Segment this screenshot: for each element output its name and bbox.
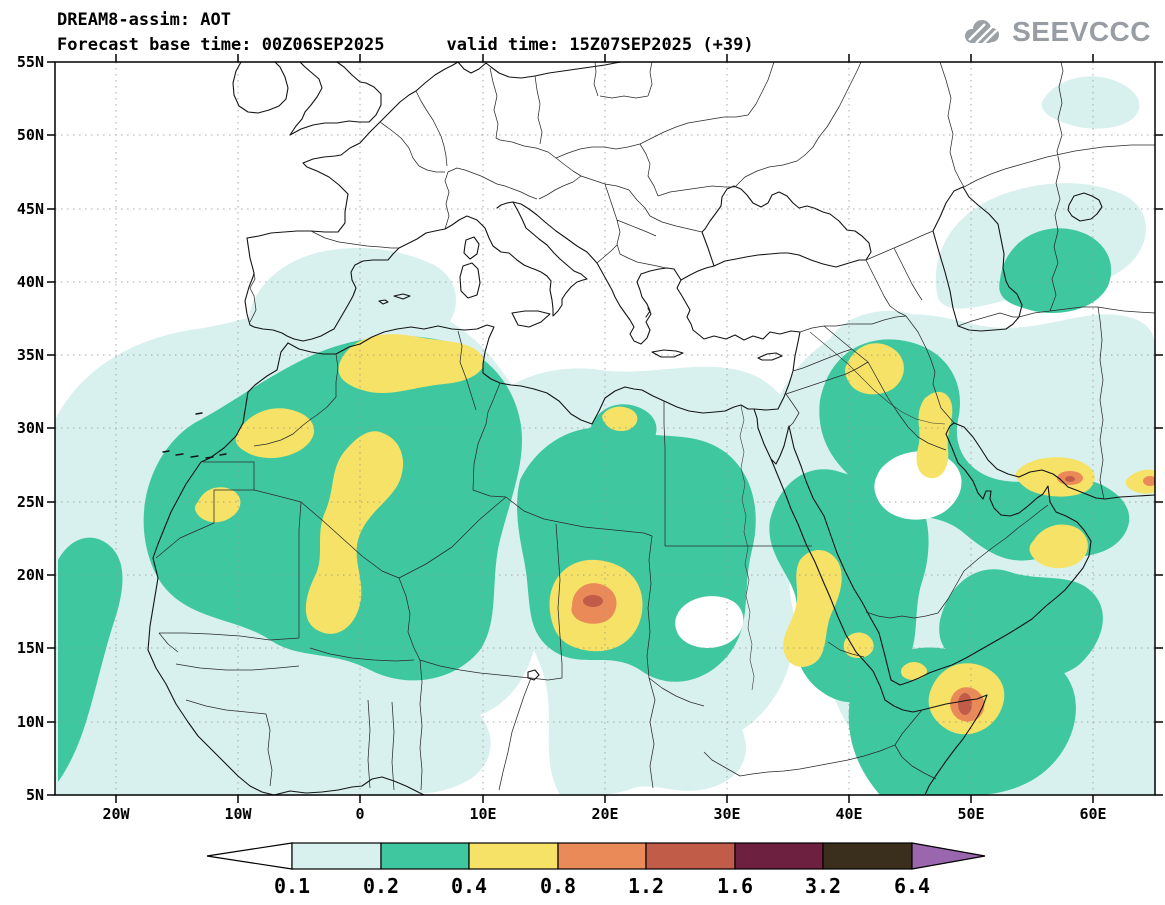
colorbar-label: 1.2 [628,874,664,898]
aot-region [939,569,1103,679]
x-tick-label: 30E [713,805,740,823]
y-tick-label: 20N [17,566,44,584]
nile-river [739,405,755,691]
coastline [512,201,715,345]
cloud-icon [965,20,1000,45]
aot-region [338,334,484,394]
coastline [378,236,783,681]
y-tick-label: 55N [17,53,44,71]
colorbar-segment [557,842,647,870]
axis-ticks [47,54,1163,803]
aot-region [1125,469,1155,494]
colorbar [206,842,986,870]
y-tick-label: 25N [17,493,44,511]
colorbar-segment [645,842,736,870]
aot-region [305,431,404,634]
coastline [232,62,622,136]
coastline [244,62,459,340]
colorbar-labels: 0.1 0.2 0.4 0.8 1.2 1.6 3.2 6.4 [274,874,930,898]
y-tick-label: 30N [17,419,44,437]
aot-fill-level-0.4-0.8 [194,334,1155,735]
aot-region [247,247,456,354]
colorbar-segment [734,842,824,870]
x-axis: 20W 10W 0 10E 20E 30E 40E 50E 60E [102,805,1106,823]
euphrates-river [809,331,946,425]
colorbar-segment [291,842,382,870]
colorbar-label: 0.2 [363,874,399,898]
aot-region [843,632,874,658]
borders-africa [155,330,937,791]
logo-text: SEEVCCC [1012,16,1151,47]
colorbar-label: 1.6 [717,874,753,898]
aot-region [901,662,928,680]
y-tick-label: 15N [17,639,44,657]
x-tick-label: 20E [591,805,618,823]
aot-region [1015,457,1095,497]
y-tick-label: 50N [17,126,44,144]
x-tick-label: 10E [469,805,496,823]
coastline [287,324,801,425]
aot-region [602,406,638,432]
coastline [162,412,227,459]
x-tick-label: 20W [102,805,130,823]
colorbar-label: 0.4 [451,874,487,898]
colorbar-label: 0.1 [274,874,310,898]
x-tick-label: 50E [957,805,984,823]
y-tick-label: 35N [17,346,44,364]
aot-region [916,391,953,479]
aot-region [194,487,241,523]
aot-region [958,693,972,715]
coastline [701,185,872,268]
figure-subtitle: Forecast base time: 00Z06SEP2025 valid ti… [57,33,754,58]
colorbar-left-arrow [206,842,293,870]
coastline [932,186,1103,332]
y-tick-label: 10N [17,713,44,731]
x-tick-label: 60E [1079,805,1106,823]
y-tick-label: 40N [17,273,44,291]
borders-europe [249,62,862,323]
aot-region [58,537,123,782]
aot-region [675,596,744,648]
colorbar-segment [380,842,470,870]
coastline [753,408,892,701]
x-tick-label: 40E [835,805,862,823]
coastline [293,201,588,342]
graticule [55,62,1155,795]
rivers [739,331,946,691]
aot-region [1065,476,1075,482]
figure-header: DREAM8-assim: AOT Forecast base time: 00… [57,8,754,58]
base-time-text: Forecast base time: 00Z06SEP2025 [57,35,385,55]
y-tick-label: 5N [26,786,44,804]
x-tick-label: 10W [224,805,252,823]
colorbar-label: 6.4 [894,874,930,898]
x-tick-label: 0 [355,805,364,823]
aot-fill-level-1.2-1.6 [583,476,1075,715]
y-axis: 55N 50N 45N 40N 35N 30N 25N 20N 15N 10N … [17,53,44,804]
colorbar-label: 3.2 [805,874,841,898]
aot-region [1143,476,1155,486]
y-tick-label: 45N [17,200,44,218]
valid-time-text: valid time: 15Z07SEP2025 (+39) [446,35,754,55]
aot-region [1029,524,1088,569]
seevccc-logo: SEEVCCC [959,16,1151,48]
aot-region [583,595,603,607]
borders-middle-east [785,62,1155,619]
coastline [884,422,1155,795]
colorbar-right-arrow [911,842,986,870]
colorbar-label: 0.8 [540,874,576,898]
aot-region [1041,76,1140,129]
figure-title: DREAM8-assim: AOT [57,10,231,30]
country-borders [155,62,1155,791]
colorbar-segment [468,842,559,870]
aot-region [783,550,842,667]
colorbar-segment [822,842,913,870]
map-content [55,62,1155,795]
aot-region [845,343,904,395]
coastlines [147,62,1155,795]
coastline [147,342,425,795]
